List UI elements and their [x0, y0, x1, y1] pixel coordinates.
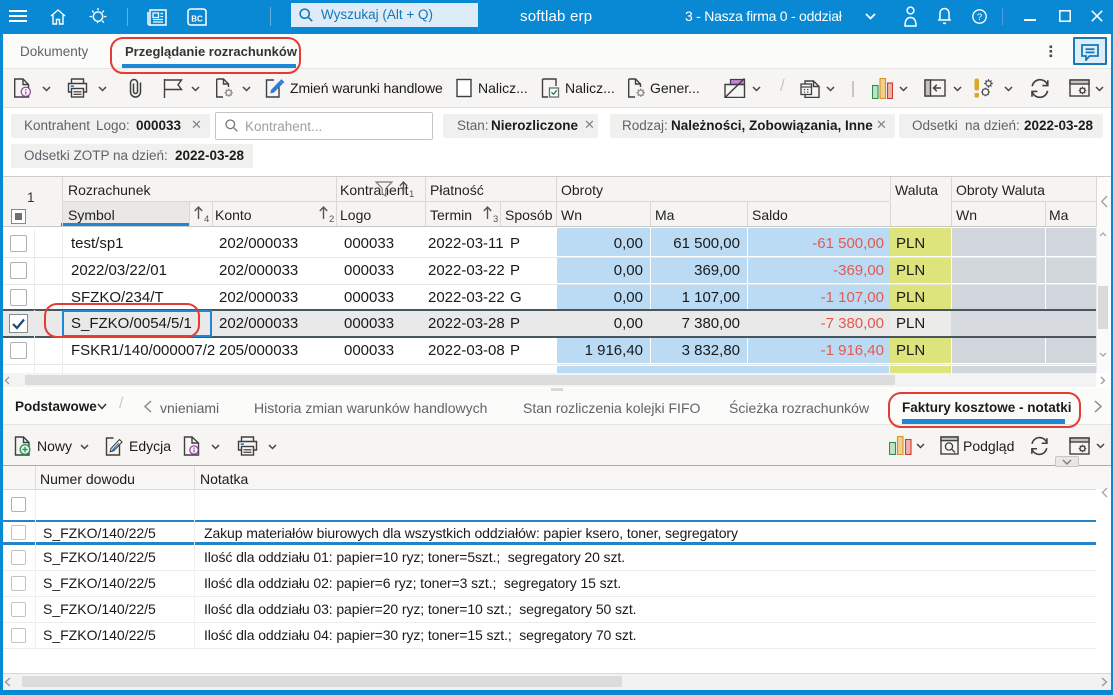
- svg-text:2: 2: [329, 214, 334, 223]
- svg-text:3: 3: [493, 214, 498, 223]
- svg-text:?: ?: [977, 12, 982, 23]
- svg-text:BC: BC: [191, 15, 203, 24]
- svg-text:1: 1: [409, 189, 414, 198]
- svg-text:4: 4: [204, 214, 209, 223]
